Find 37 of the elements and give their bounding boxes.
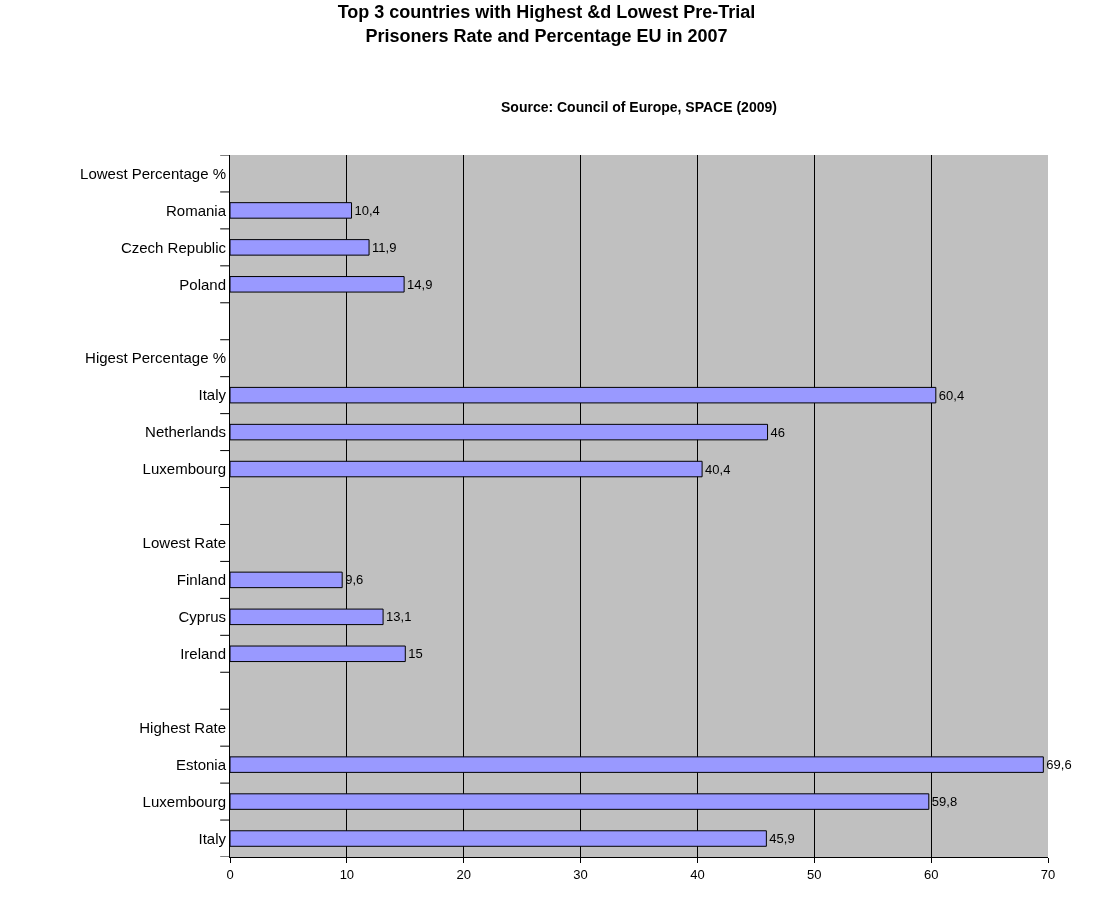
y-tick-label: Netherlands [145, 423, 226, 441]
y-tick-label: Luxembourg [142, 792, 226, 810]
data-label: 60,4 [938, 387, 965, 403]
x-tick-label: 30 [573, 866, 588, 882]
x-tick-label: 40 [690, 866, 705, 882]
chart-title: Top 3 countries with Highest &d Lowest Pre-Trial Prisoners Rate and Percentage EU in 2007 [337, 2, 756, 46]
data-label: 13,1 [386, 609, 412, 625]
x-tick-label: 50 [807, 866, 822, 882]
data-label: 40,4 [705, 461, 731, 477]
data-label: 15 [408, 646, 423, 662]
x-tick-label: 10 [339, 866, 355, 882]
y-tick-label: Italy [198, 829, 227, 847]
chart-subtitle: Source: Council of Europe, SPACE (2009) [501, 99, 777, 115]
data-label: 14,9 [407, 276, 433, 292]
y-tick-label: Highest Rate [139, 718, 226, 736]
y-tick-label: Finland [176, 571, 226, 589]
y-tick-label: Cyprus [178, 608, 226, 626]
y-tick-label: Poland [179, 275, 226, 293]
y-tick-label: Lowest Rate [142, 534, 226, 552]
data-label: 10,4 [354, 202, 380, 218]
y-tick-label: Lowest Percentage % [80, 164, 226, 182]
y-tick-label: Estonia [175, 755, 227, 773]
y-tick-label: Czech Republic [120, 238, 227, 256]
y-tick-label: Luxembourg [142, 460, 226, 478]
y-tick-label: Romania [165, 201, 227, 219]
y-tick-label: Italy [198, 386, 227, 404]
data-label: 69,6 [1046, 757, 1072, 773]
data-label: 59,8 [931, 794, 958, 810]
y-tick-label: Higest Percentage % [85, 349, 226, 367]
x-tick-label: 0 [226, 866, 234, 882]
x-tick-label: 20 [456, 866, 471, 882]
data-label: 45,9 [769, 831, 795, 847]
y-tick-label: Ireland [180, 645, 226, 663]
data-label: 46 [770, 424, 786, 440]
x-tick-label: 70 [1040, 866, 1056, 882]
data-label: 11,9 [372, 239, 397, 255]
x-tick-label: 60 [923, 866, 939, 882]
